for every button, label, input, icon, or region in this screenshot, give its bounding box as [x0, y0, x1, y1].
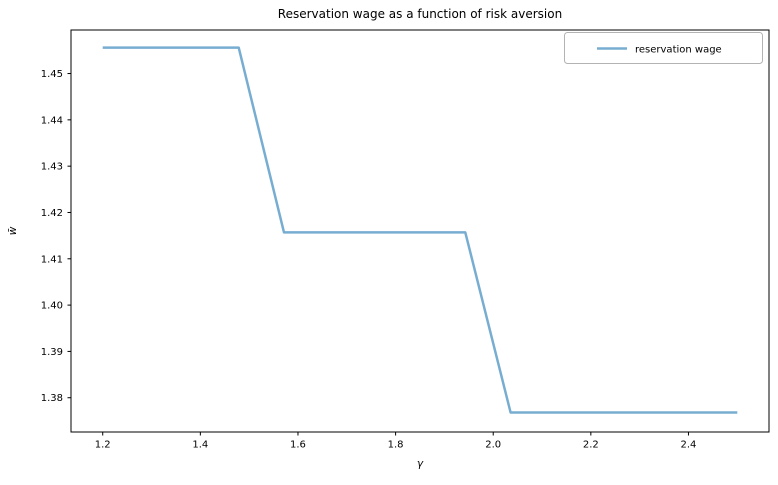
y-axis-label: w̄: [7, 226, 19, 235]
legend-label: reservation wage: [635, 45, 722, 56]
y-tick-label: 1.39: [41, 347, 63, 358]
reservation-wage-line: [102, 46, 738, 414]
x-tick-label: 2.0: [485, 440, 501, 451]
x-tick-label: 1.4: [192, 440, 208, 451]
y-tick-label: 1.38: [41, 393, 63, 404]
y-tick-label: 1.42: [41, 208, 63, 219]
y-tick-label: 1.40: [41, 301, 63, 312]
x-tick-label: 1.2: [95, 440, 111, 451]
legend: reservation wage: [564, 32, 763, 64]
y-tick-label: 1.41: [41, 254, 63, 265]
x-tick-label: 1.8: [388, 440, 404, 451]
x-tick-label: 1.6: [290, 440, 306, 451]
plot-frame: [70, 29, 770, 433]
y-axis-ticks: 1.38 1.39 1.40 1.41 1.42 1.43 1.44 1.45: [41, 69, 71, 404]
y-tick-label: 1.43: [41, 162, 63, 173]
x-tick-label: 2.2: [583, 440, 599, 451]
chart-title: Reservation wage as a function of risk a…: [278, 7, 562, 21]
legend-frame: [564, 32, 763, 64]
y-tick-label: 1.45: [41, 69, 63, 80]
x-axis-ticks: 1.2 1.4 1.6 1.8 2.0 2.2 2.4: [95, 432, 697, 451]
x-tick-label: 2.4: [681, 440, 697, 451]
y-tick-label: 1.44: [41, 115, 63, 126]
x-axis-label: γ: [417, 458, 424, 470]
